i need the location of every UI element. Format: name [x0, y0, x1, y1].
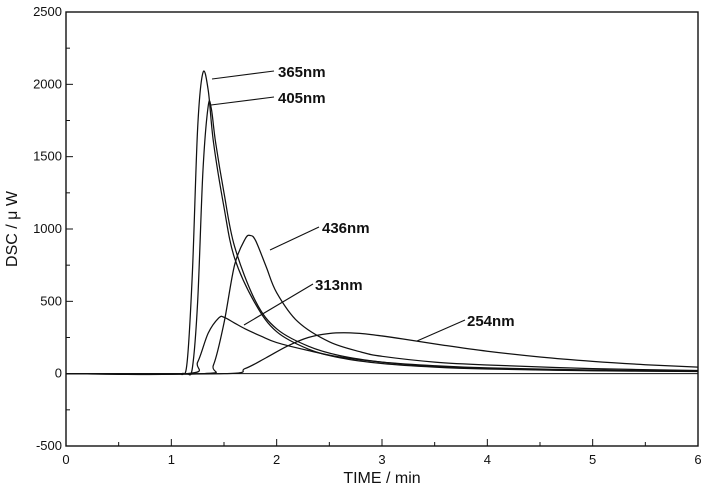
- x-tick-label: 3: [378, 452, 385, 467]
- curve-436nm: [65, 234, 699, 375]
- x-tick-label: 2: [273, 452, 280, 467]
- series-label-254nm: 254nm: [467, 313, 515, 330]
- y-tick-label: 0: [55, 366, 62, 381]
- annotations: 365nm 405nm 436nm 313nm 254nm: [210, 64, 515, 342]
- x-tick-label: 0: [62, 452, 69, 467]
- leader-313nm: [243, 283, 314, 326]
- leader-365nm: [211, 70, 275, 80]
- curve-254nm: [65, 332, 699, 375]
- series-label-365nm: 365nm: [278, 64, 326, 81]
- y-tick-label: 500: [40, 293, 62, 308]
- curves: [65, 70, 699, 376]
- curve-405nm: [66, 100, 699, 376]
- series-label-436nm: 436nm: [322, 220, 370, 237]
- x-tick-label: 4: [484, 452, 491, 467]
- curve-365nm: [66, 70, 699, 376]
- y-axis-label: DSC / μ W: [4, 190, 21, 267]
- x-axis-label: TIME / min: [343, 470, 420, 487]
- y-tick-label: 1000: [33, 221, 62, 236]
- series-label-313nm: 313nm: [315, 277, 363, 294]
- x-tick-label: 5: [589, 452, 596, 467]
- x-tick-label: 6: [694, 452, 701, 467]
- leader-436nm: [269, 226, 320, 251]
- y-tick-label: -500: [36, 438, 62, 453]
- curve-313nm: [65, 315, 699, 376]
- y-tick-label: 2000: [33, 76, 62, 91]
- leader-254nm: [416, 319, 466, 342]
- series-label-405nm: 405nm: [278, 90, 326, 107]
- y-tick-label: 1500: [33, 149, 62, 164]
- y-tick-label: 2500: [33, 4, 62, 19]
- leader-405nm: [210, 96, 275, 106]
- plot-frame: [65, 11, 699, 447]
- x-tick-label: 1: [168, 452, 175, 467]
